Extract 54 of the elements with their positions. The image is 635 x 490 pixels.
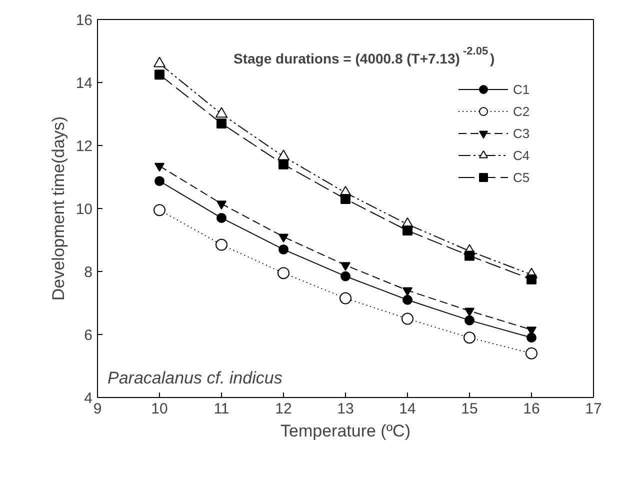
y-axis-title: Development time(days) bbox=[48, 116, 68, 301]
point bbox=[216, 107, 228, 118]
x-tick-label: 16 bbox=[523, 400, 540, 418]
legend-label: C2 bbox=[513, 104, 531, 118]
point bbox=[278, 244, 288, 254]
point bbox=[154, 56, 166, 68]
point bbox=[464, 308, 474, 317]
point bbox=[340, 292, 352, 304]
point bbox=[278, 234, 288, 243]
x-tick-label: 15 bbox=[461, 400, 478, 418]
point bbox=[278, 159, 288, 170]
x-tick-label: 10 bbox=[151, 400, 168, 418]
y-tick-label: 14 bbox=[76, 75, 93, 92]
legend-label: C1 bbox=[513, 82, 531, 96]
point bbox=[216, 200, 226, 210]
x-tick-label: 17 bbox=[585, 400, 602, 418]
x-axis-title: Temperature (ºC) bbox=[280, 422, 410, 440]
x-tick-label: 12 bbox=[275, 400, 292, 418]
point bbox=[278, 267, 290, 280]
point bbox=[278, 150, 290, 160]
point bbox=[340, 194, 350, 204]
point bbox=[154, 176, 164, 186]
point bbox=[402, 294, 412, 305]
point bbox=[402, 312, 414, 325]
point bbox=[526, 274, 536, 284]
legend-label: C4 bbox=[513, 148, 531, 162]
y-tick-label: 6 bbox=[84, 327, 92, 344]
y-tick-label: 10 bbox=[76, 201, 93, 218]
legend-label: C3 bbox=[513, 126, 531, 140]
point bbox=[216, 212, 226, 223]
point bbox=[464, 332, 476, 344]
point bbox=[340, 271, 350, 282]
point bbox=[526, 347, 538, 360]
point bbox=[464, 250, 474, 261]
y-tick-label: 16 bbox=[76, 12, 93, 29]
point bbox=[154, 70, 164, 80]
y-tick-label: 12 bbox=[76, 138, 93, 155]
point bbox=[464, 315, 474, 326]
point bbox=[402, 287, 412, 296]
point bbox=[216, 118, 226, 128]
x-tick-label: 13 bbox=[337, 400, 354, 418]
point bbox=[154, 162, 164, 172]
point bbox=[154, 204, 166, 216]
x-tick-label: 14 bbox=[399, 400, 416, 418]
x-tick-label: 9 bbox=[93, 400, 102, 418]
point bbox=[526, 332, 536, 343]
y-tick-label: 8 bbox=[84, 264, 92, 281]
y-tick-label: 4 bbox=[84, 390, 92, 407]
annotation: Paracalanus cf. indicus bbox=[108, 368, 283, 388]
point bbox=[402, 226, 412, 236]
point bbox=[340, 262, 350, 271]
x-tick-label: 11 bbox=[214, 400, 230, 418]
point bbox=[216, 238, 228, 251]
legend-label: C5 bbox=[513, 170, 531, 184]
